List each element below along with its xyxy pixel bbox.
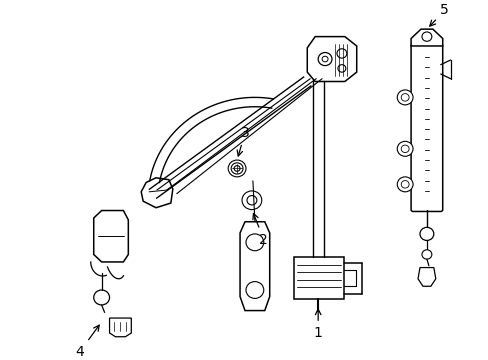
Circle shape [245,234,263,251]
Text: 4: 4 [75,325,99,359]
Circle shape [421,250,431,259]
Circle shape [400,181,408,188]
Circle shape [322,56,327,62]
Circle shape [396,177,412,192]
Circle shape [396,141,412,156]
Polygon shape [141,178,172,208]
Polygon shape [410,29,442,46]
Circle shape [400,94,408,101]
FancyBboxPatch shape [410,44,442,211]
Polygon shape [306,37,356,81]
Polygon shape [109,318,131,337]
Text: 2: 2 [252,213,267,247]
Circle shape [337,65,345,72]
Circle shape [400,145,408,153]
Circle shape [246,195,256,205]
Polygon shape [94,211,128,262]
Circle shape [336,49,346,58]
Polygon shape [417,267,435,286]
Text: 5: 5 [429,4,448,26]
Circle shape [419,228,433,240]
Polygon shape [240,222,269,311]
Circle shape [245,282,263,298]
FancyBboxPatch shape [294,257,343,300]
Circle shape [318,53,331,66]
Circle shape [94,290,109,305]
Circle shape [421,32,431,41]
Circle shape [242,191,261,210]
Text: 3: 3 [237,126,249,156]
Circle shape [396,90,412,105]
Text: 1: 1 [313,309,322,340]
